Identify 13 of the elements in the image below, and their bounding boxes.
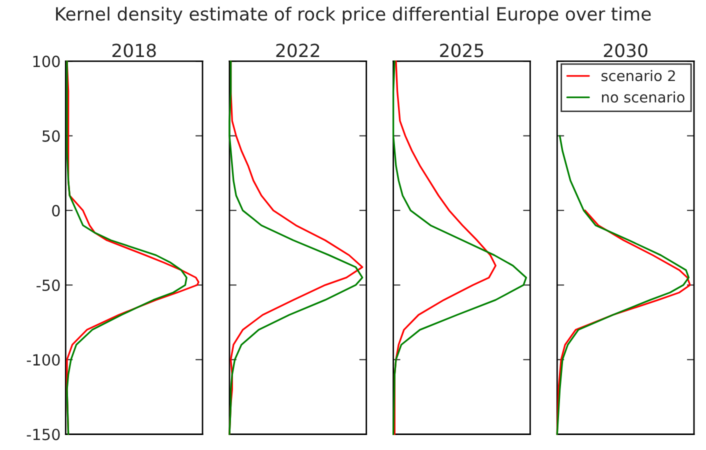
- y-tick-label: 100: [33, 56, 60, 68]
- chart-title: 2018: [112, 44, 156, 58]
- y-tick-label: -150: [26, 428, 60, 440]
- y-tick-label: 0: [52, 204, 60, 216]
- y-tick-label: -50: [36, 279, 60, 292]
- chart-title: 2022: [276, 44, 320, 58]
- text: Kernel density estimate of rock price differential Europe over time: [56, 6, 651, 24]
- legend-label: no scenario: [602, 91, 684, 103]
- legend-label: scenario 2: [602, 70, 675, 82]
- chart-title: 2030: [604, 44, 648, 58]
- y-tick-label: -100: [26, 354, 60, 366]
- chart-title: 2025: [440, 44, 484, 58]
- y-tick-label: 50: [42, 130, 60, 142]
